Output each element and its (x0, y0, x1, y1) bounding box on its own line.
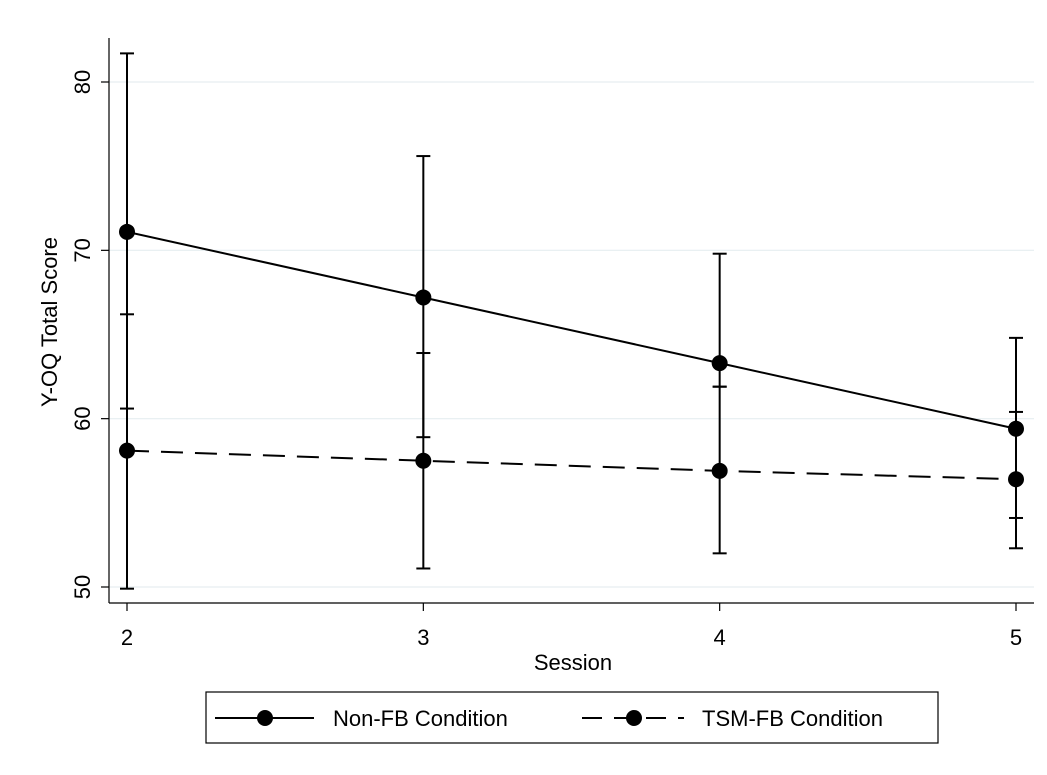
legend: Non-FB Condition TSM-FB Condition (205, 691, 939, 744)
plot-area (119, 52, 1024, 590)
x-tick-label: 3 (417, 625, 429, 650)
data-point (119, 442, 135, 459)
x-tick-label: 2 (121, 625, 133, 650)
legend-label-tsm-fb: TSM-FB Condition (702, 706, 883, 731)
data-point (711, 462, 728, 479)
data-point (415, 452, 432, 469)
legend-label-non-fb: Non-FB Condition (333, 706, 508, 731)
y-tick-label: 50 (70, 575, 95, 599)
axes: 50 60 70 80 2 3 4 5 (70, 38, 1034, 650)
series-line (126, 449, 1017, 481)
x-tick-label: 5 (1010, 625, 1022, 650)
legend-box (205, 691, 939, 744)
data-point (1008, 471, 1024, 488)
data-point (415, 289, 432, 306)
y-axis-label: Y-OQ Total Score (37, 237, 62, 407)
series-non-fb (119, 52, 1024, 519)
x-tick-label: 4 (714, 625, 726, 650)
x-axis-label: Session (534, 650, 612, 675)
legend-marker-non-fb (257, 710, 273, 726)
gridlines (109, 81, 1034, 588)
data-point (711, 355, 728, 372)
y-tick-label: 60 (70, 406, 95, 430)
series-tsm-fb (119, 313, 1024, 590)
y-tick-label: 80 (70, 70, 95, 94)
data-point (119, 223, 135, 240)
series-line (126, 230, 1017, 430)
legend-marker-tsm-fb (626, 710, 642, 726)
y-tick-label: 70 (70, 238, 95, 262)
